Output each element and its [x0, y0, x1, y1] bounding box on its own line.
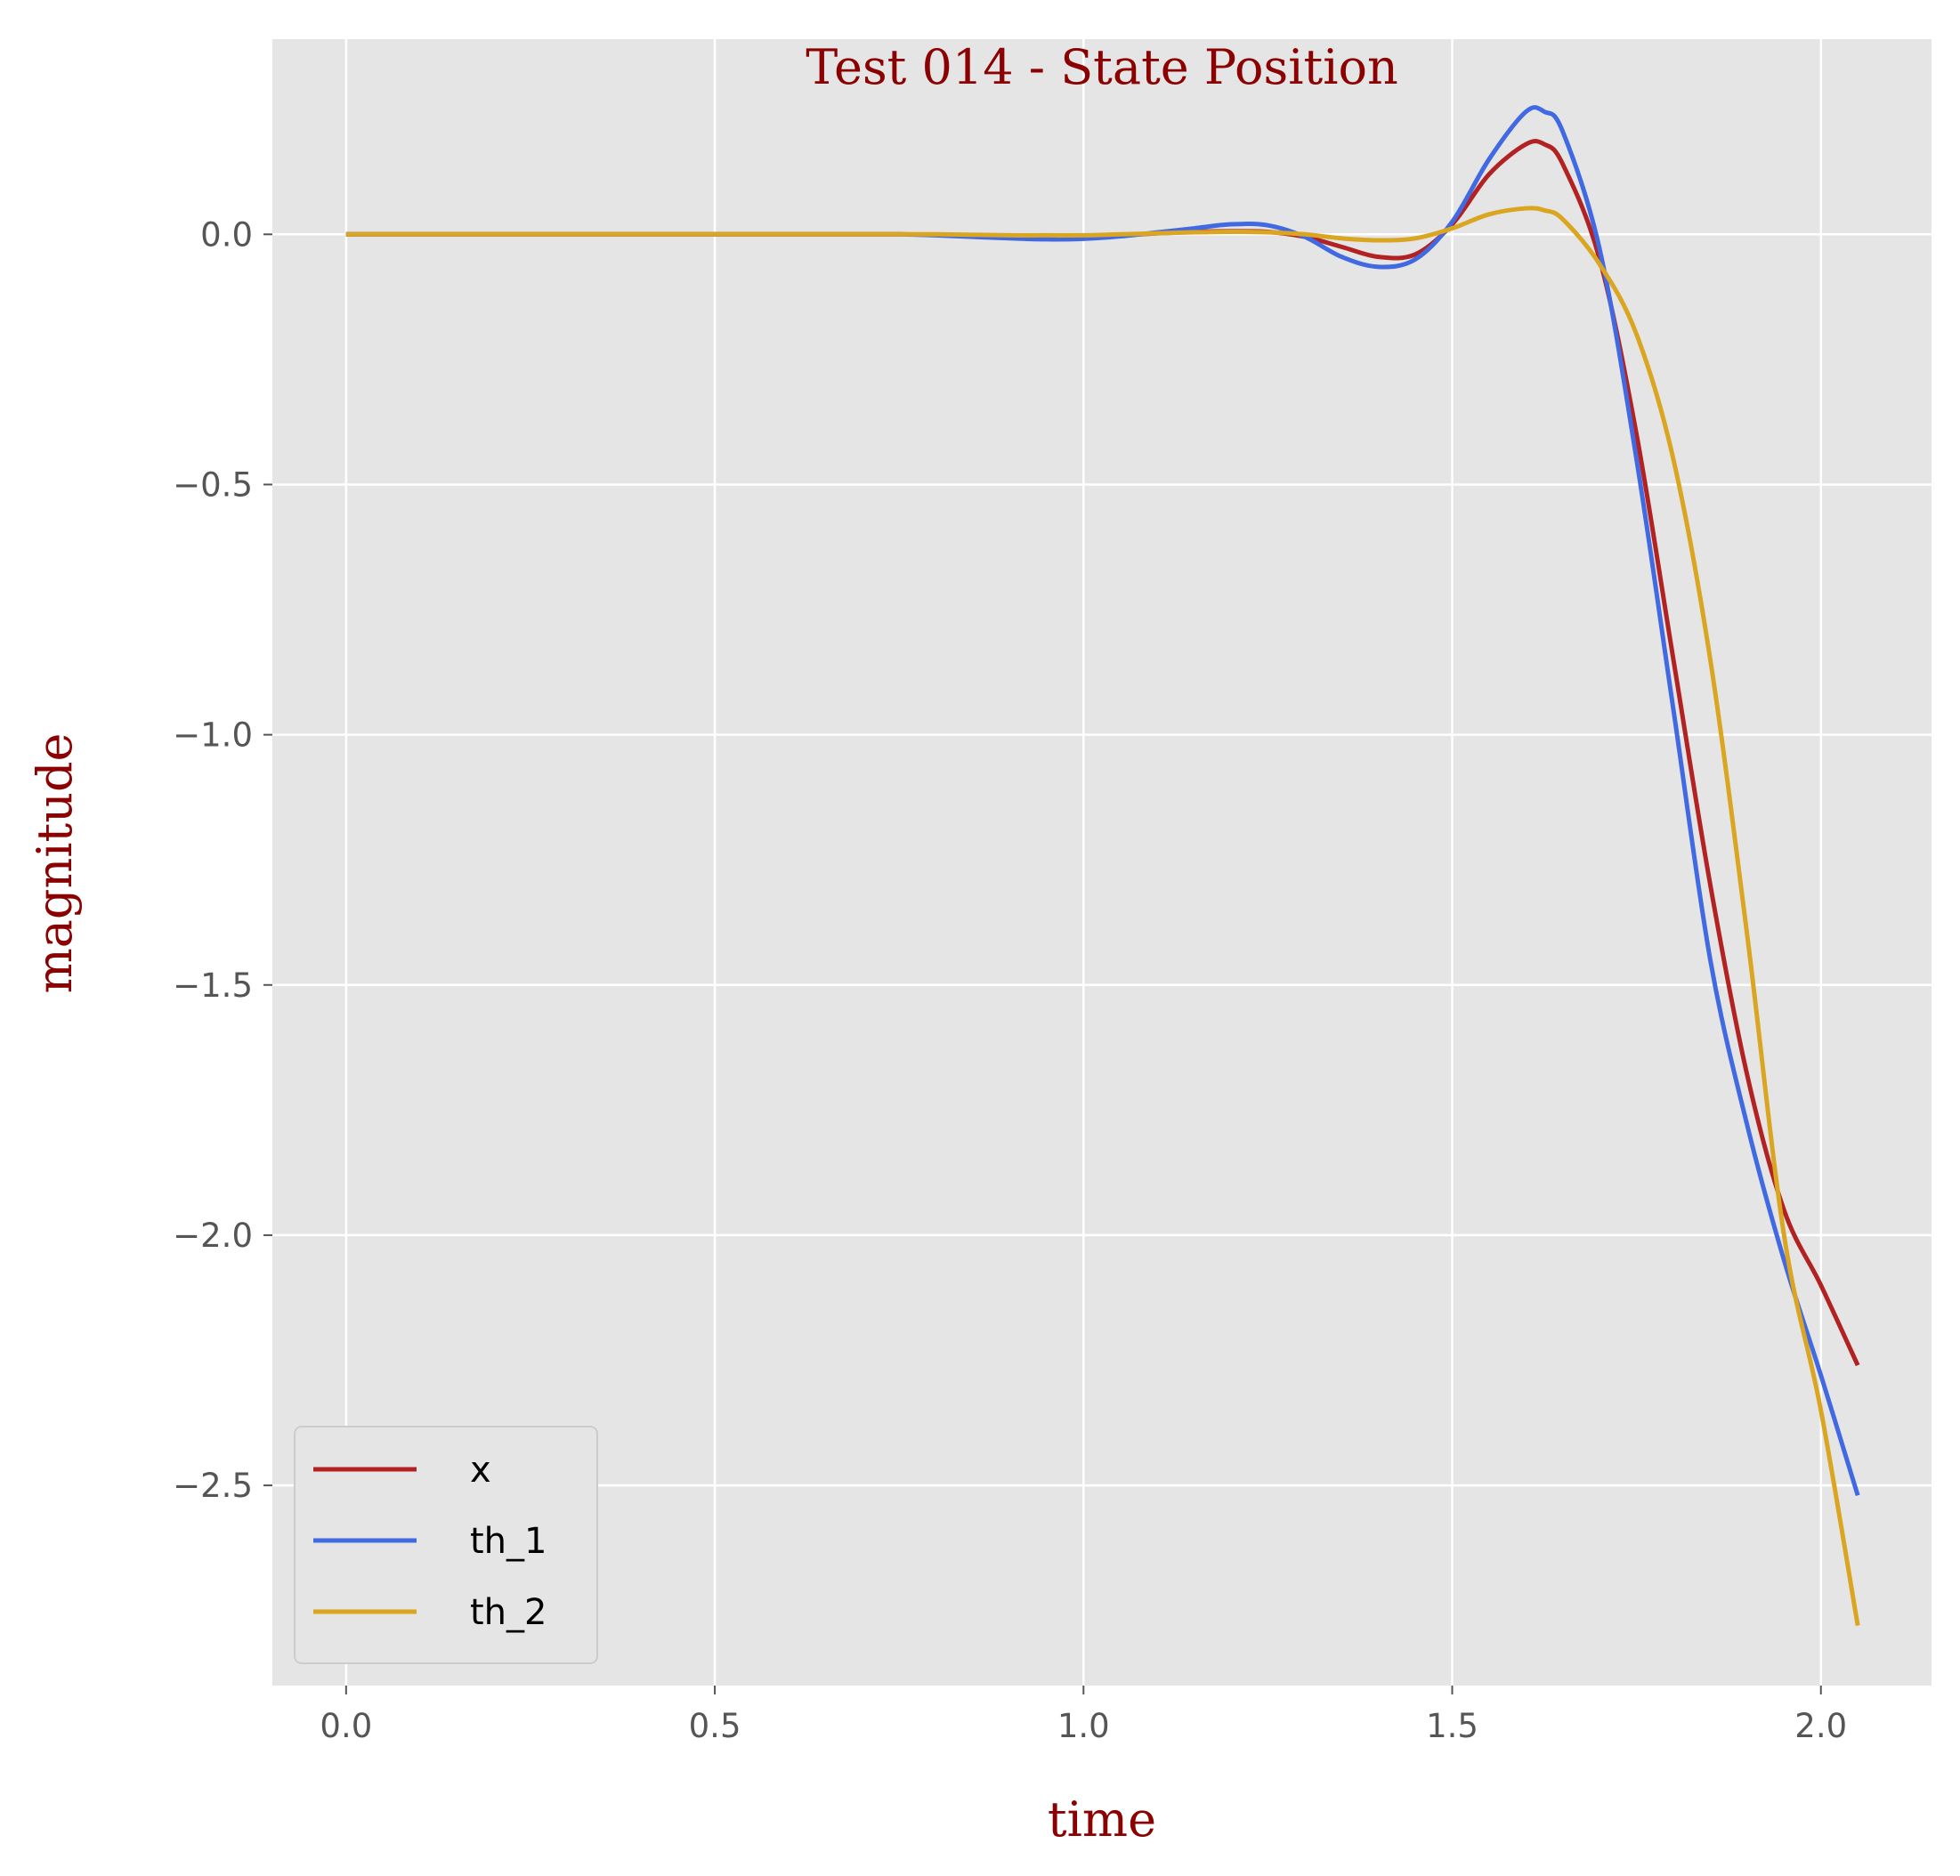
- y-tick-label: −0.5: [173, 465, 253, 504]
- y-tick-label: −2.5: [173, 1467, 253, 1505]
- legend-items: x th_1 th_2: [313, 1450, 547, 1633]
- series-lines: [345, 105, 1860, 1626]
- legend-box: [294, 1426, 598, 1664]
- chart-title: Test 014 - State Position: [806, 39, 1398, 95]
- x-tick-label: 0.5: [689, 1707, 741, 1745]
- y-tick-label: −2.0: [173, 1217, 253, 1255]
- x-tick-label: 2.0: [1794, 1707, 1847, 1745]
- y-tick-label: −1.0: [173, 716, 253, 755]
- tick-labels: 0.0 0.5 1.0 1.5 2.0 0.0 −0.5 −1.0 −1.5 −2.0 −2.5: [173, 215, 1847, 1745]
- legend-label-th-2: th_2: [470, 1592, 547, 1633]
- x-axis-label: time: [1048, 1791, 1156, 1848]
- y-tick-label: 0.0: [200, 215, 253, 254]
- legend-label-x: x: [470, 1450, 491, 1491]
- y-axis-label: magnitude: [27, 732, 83, 993]
- y-tick-label: −1.5: [173, 966, 253, 1005]
- grid: [272, 39, 1932, 1686]
- legend-label-th-1: th_1: [470, 1521, 547, 1562]
- series-line-th-2: [345, 206, 1860, 1626]
- plot-area: [272, 39, 1932, 1686]
- x-tick-label: 1.5: [1426, 1707, 1478, 1745]
- x-tick-label: 0.0: [320, 1707, 372, 1745]
- x-tick-label: 1.0: [1057, 1707, 1110, 1745]
- legend: x th_1 th_2: [294, 1426, 598, 1664]
